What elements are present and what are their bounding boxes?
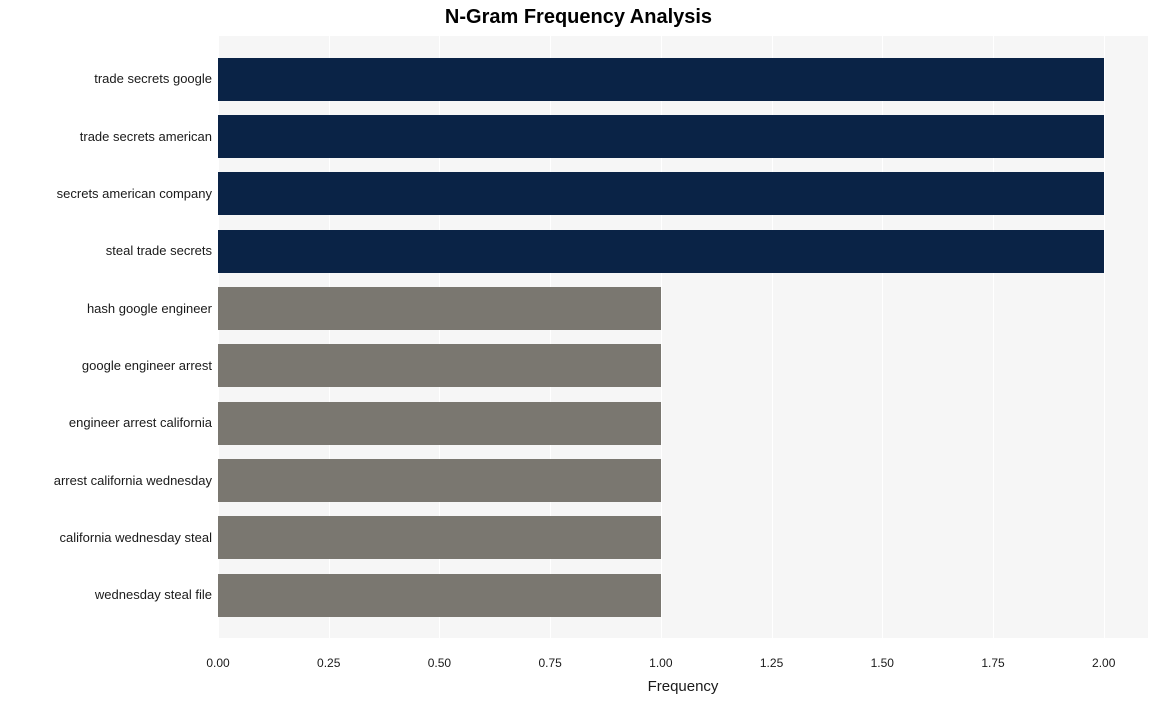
y-tick-label: secrets american company [0, 165, 218, 222]
bar [218, 402, 661, 445]
y-tick-label: arrest california wednesday [0, 452, 218, 509]
bar [218, 459, 661, 502]
bar [218, 516, 661, 559]
bar [218, 574, 661, 617]
y-tick-label: engineer arrest california [0, 394, 218, 451]
bar [218, 287, 661, 330]
bar [218, 230, 1104, 273]
bar [218, 115, 1104, 158]
y-tick-label: steal trade secrets [0, 222, 218, 279]
x-tick-label: 0.25 [317, 656, 340, 670]
x-tick-label: 0.75 [538, 656, 561, 670]
x-tick-label: 1.25 [760, 656, 783, 670]
bar [218, 344, 661, 387]
x-tick-label: 1.50 [871, 656, 894, 670]
ngram-chart: N-Gram Frequency Analysis Frequency 0.00… [0, 0, 1157, 701]
plot-area [218, 36, 1148, 638]
bar [218, 58, 1104, 101]
chart-title: N-Gram Frequency Analysis [0, 6, 1157, 29]
y-tick-label: california wednesday steal [0, 509, 218, 566]
x-tick-label: 2.00 [1092, 656, 1115, 670]
y-tick-label: trade secrets american [0, 108, 218, 165]
x-tick-label: 0.50 [428, 656, 451, 670]
x-tick-label: 1.75 [981, 656, 1004, 670]
y-tick-label: hash google engineer [0, 280, 218, 337]
y-tick-label: trade secrets google [0, 50, 218, 107]
x-tick-label: 1.00 [649, 656, 672, 670]
y-tick-label: wednesday steal file [0, 566, 218, 623]
x-axis-title: Frequency [218, 678, 1148, 695]
y-tick-label: google engineer arrest [0, 337, 218, 394]
x-tick-label: 0.00 [206, 656, 229, 670]
grid-line [1104, 36, 1105, 638]
bar [218, 172, 1104, 215]
